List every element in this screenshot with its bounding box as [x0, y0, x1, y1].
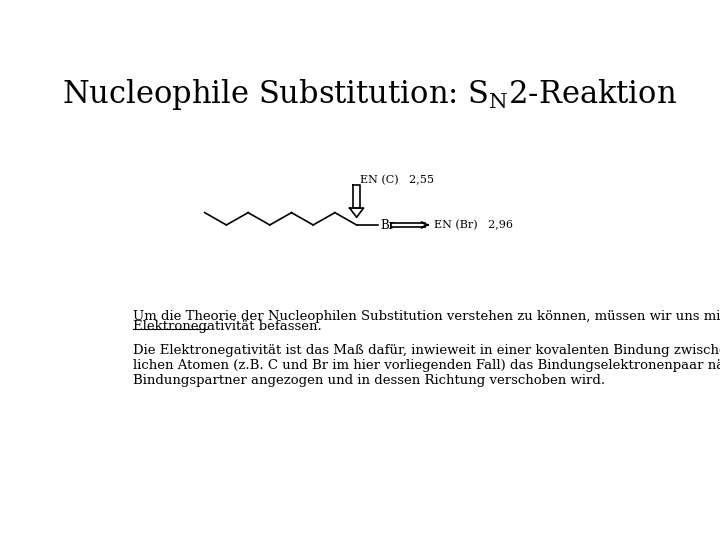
Text: EN (Br)   2,96: EN (Br) 2,96 — [434, 220, 513, 230]
Text: Elektronegativität befassen.: Elektronegativität befassen. — [132, 320, 321, 333]
Text: Nucleophile Substitution: $\mathregular{S_N}$2-Reaktion: Nucleophile Substitution: $\mathregular{… — [61, 77, 677, 112]
Text: EN (C)   2,55: EN (C) 2,55 — [360, 175, 433, 185]
Text: Br: Br — [380, 219, 395, 232]
Text: Um die Theorie der Nucleophilen Substitution verstehen zu können, müssen wir uns: Um die Theorie der Nucleophilen Substitu… — [132, 309, 720, 323]
Text: Die Elektronegativität ist das Maß dafür, inwieweit in einer kovalenten Bindung : Die Elektronegativität ist das Maß dafür… — [132, 345, 720, 387]
